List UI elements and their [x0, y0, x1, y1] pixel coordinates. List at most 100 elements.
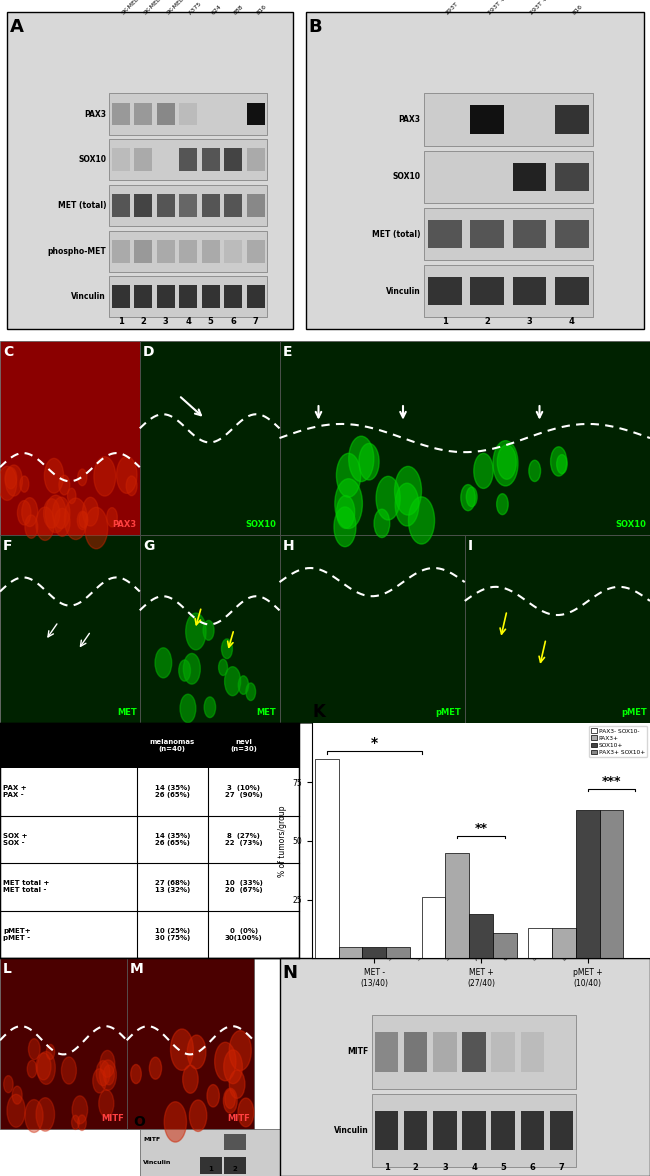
FancyBboxPatch shape: [470, 220, 504, 248]
Circle shape: [79, 512, 88, 528]
Circle shape: [180, 694, 196, 723]
Circle shape: [107, 508, 118, 527]
Text: 3: 3: [526, 316, 532, 326]
Text: pMET: pMET: [621, 708, 647, 717]
Circle shape: [36, 1053, 51, 1080]
FancyBboxPatch shape: [512, 106, 546, 134]
Bar: [339, 947, 363, 958]
Circle shape: [36, 507, 55, 541]
Text: melanomas
(n=40): melanomas (n=40): [150, 739, 195, 753]
Circle shape: [376, 476, 400, 520]
Text: MET total +
MET total -: MET total + MET total -: [3, 881, 49, 894]
Text: 14 (35%)
26 (65%): 14 (35%) 26 (65%): [155, 786, 190, 799]
Text: SK-MEL23: SK-MEL23: [416, 937, 441, 962]
Text: D: D: [143, 345, 155, 359]
FancyBboxPatch shape: [224, 148, 242, 172]
Text: 8  (27%)
22  (73%): 8 (27%) 22 (73%): [225, 833, 263, 846]
Circle shape: [179, 660, 190, 681]
Circle shape: [225, 1089, 235, 1109]
FancyBboxPatch shape: [470, 162, 504, 192]
Text: C: C: [3, 345, 14, 359]
Legend: PAX3- SOX10-, PAX3+, SOX10+, PAX3+ SOX10+: PAX3- SOX10-, PAX3+, SOX10+, PAX3+ SOX10…: [589, 726, 647, 757]
Text: B16: B16: [255, 4, 268, 15]
Text: 3  (10%)
27  (90%): 3 (10%) 27 (90%): [225, 786, 263, 799]
FancyBboxPatch shape: [465, 535, 650, 723]
Circle shape: [93, 1069, 106, 1093]
FancyBboxPatch shape: [462, 1033, 486, 1071]
FancyBboxPatch shape: [554, 162, 588, 192]
Text: E: E: [283, 345, 292, 359]
Circle shape: [359, 443, 379, 480]
FancyBboxPatch shape: [0, 958, 127, 1129]
Circle shape: [46, 1044, 55, 1060]
Circle shape: [5, 467, 17, 489]
Text: PAX +
PAX -: PAX + PAX -: [3, 786, 27, 799]
Circle shape: [224, 1050, 242, 1084]
FancyBboxPatch shape: [112, 148, 130, 172]
Text: 888: 888: [532, 950, 544, 962]
FancyBboxPatch shape: [134, 240, 152, 262]
Circle shape: [183, 654, 200, 684]
Text: 624: 624: [211, 4, 222, 15]
Circle shape: [44, 499, 60, 528]
Text: PAX3: PAX3: [84, 109, 106, 119]
FancyBboxPatch shape: [202, 148, 220, 172]
FancyBboxPatch shape: [224, 1157, 246, 1174]
Text: 2: 2: [413, 1163, 419, 1172]
Circle shape: [164, 1102, 187, 1142]
Circle shape: [466, 487, 477, 507]
Text: 4: 4: [471, 1163, 477, 1172]
Circle shape: [59, 475, 70, 495]
Circle shape: [529, 460, 541, 481]
FancyBboxPatch shape: [491, 1033, 515, 1071]
Text: 6: 6: [529, 1163, 535, 1172]
Text: 0  (0%)
30(100%): 0 (0%) 30(100%): [225, 928, 263, 941]
Bar: [493, 933, 517, 958]
Text: A375: A375: [474, 947, 489, 962]
Text: O: O: [133, 1115, 145, 1129]
FancyBboxPatch shape: [375, 1033, 398, 1071]
Circle shape: [461, 485, 475, 510]
Text: SK-MEL28: SK-MEL28: [445, 937, 470, 962]
Bar: [528, 928, 552, 958]
FancyBboxPatch shape: [224, 240, 242, 262]
Bar: [315, 759, 339, 958]
Text: 7: 7: [253, 316, 259, 326]
Circle shape: [20, 476, 29, 493]
FancyBboxPatch shape: [157, 194, 175, 216]
FancyBboxPatch shape: [112, 194, 130, 216]
FancyBboxPatch shape: [202, 194, 220, 216]
Text: MITF: MITF: [143, 1137, 160, 1142]
Circle shape: [116, 456, 137, 494]
Circle shape: [203, 621, 214, 640]
FancyBboxPatch shape: [521, 1033, 544, 1071]
Circle shape: [29, 1038, 40, 1060]
Text: 1: 1: [208, 1167, 213, 1172]
FancyBboxPatch shape: [112, 102, 130, 126]
Text: A: A: [10, 18, 23, 35]
Text: SK-MEL28: SK-MEL28: [166, 0, 190, 15]
FancyBboxPatch shape: [280, 341, 650, 535]
Circle shape: [99, 1060, 116, 1090]
FancyBboxPatch shape: [140, 341, 280, 535]
Circle shape: [96, 1061, 110, 1085]
Circle shape: [36, 1097, 55, 1131]
Text: 4: 4: [185, 316, 191, 326]
FancyBboxPatch shape: [424, 94, 593, 146]
FancyBboxPatch shape: [404, 1110, 428, 1150]
Circle shape: [493, 441, 518, 486]
Text: 293T + PAX3: 293T + PAX3: [487, 0, 519, 15]
FancyBboxPatch shape: [521, 1110, 544, 1150]
Text: A375: A375: [188, 0, 203, 15]
Text: Vinculin: Vinculin: [334, 1125, 369, 1135]
Circle shape: [187, 1035, 206, 1069]
FancyBboxPatch shape: [246, 148, 265, 172]
FancyBboxPatch shape: [134, 102, 152, 126]
FancyBboxPatch shape: [306, 12, 644, 329]
Circle shape: [225, 667, 240, 696]
Circle shape: [551, 447, 567, 476]
Circle shape: [218, 660, 227, 675]
Text: 10 (25%)
30 (75%): 10 (25%) 30 (75%): [155, 928, 190, 941]
Circle shape: [4, 1076, 13, 1093]
Circle shape: [214, 1042, 236, 1081]
